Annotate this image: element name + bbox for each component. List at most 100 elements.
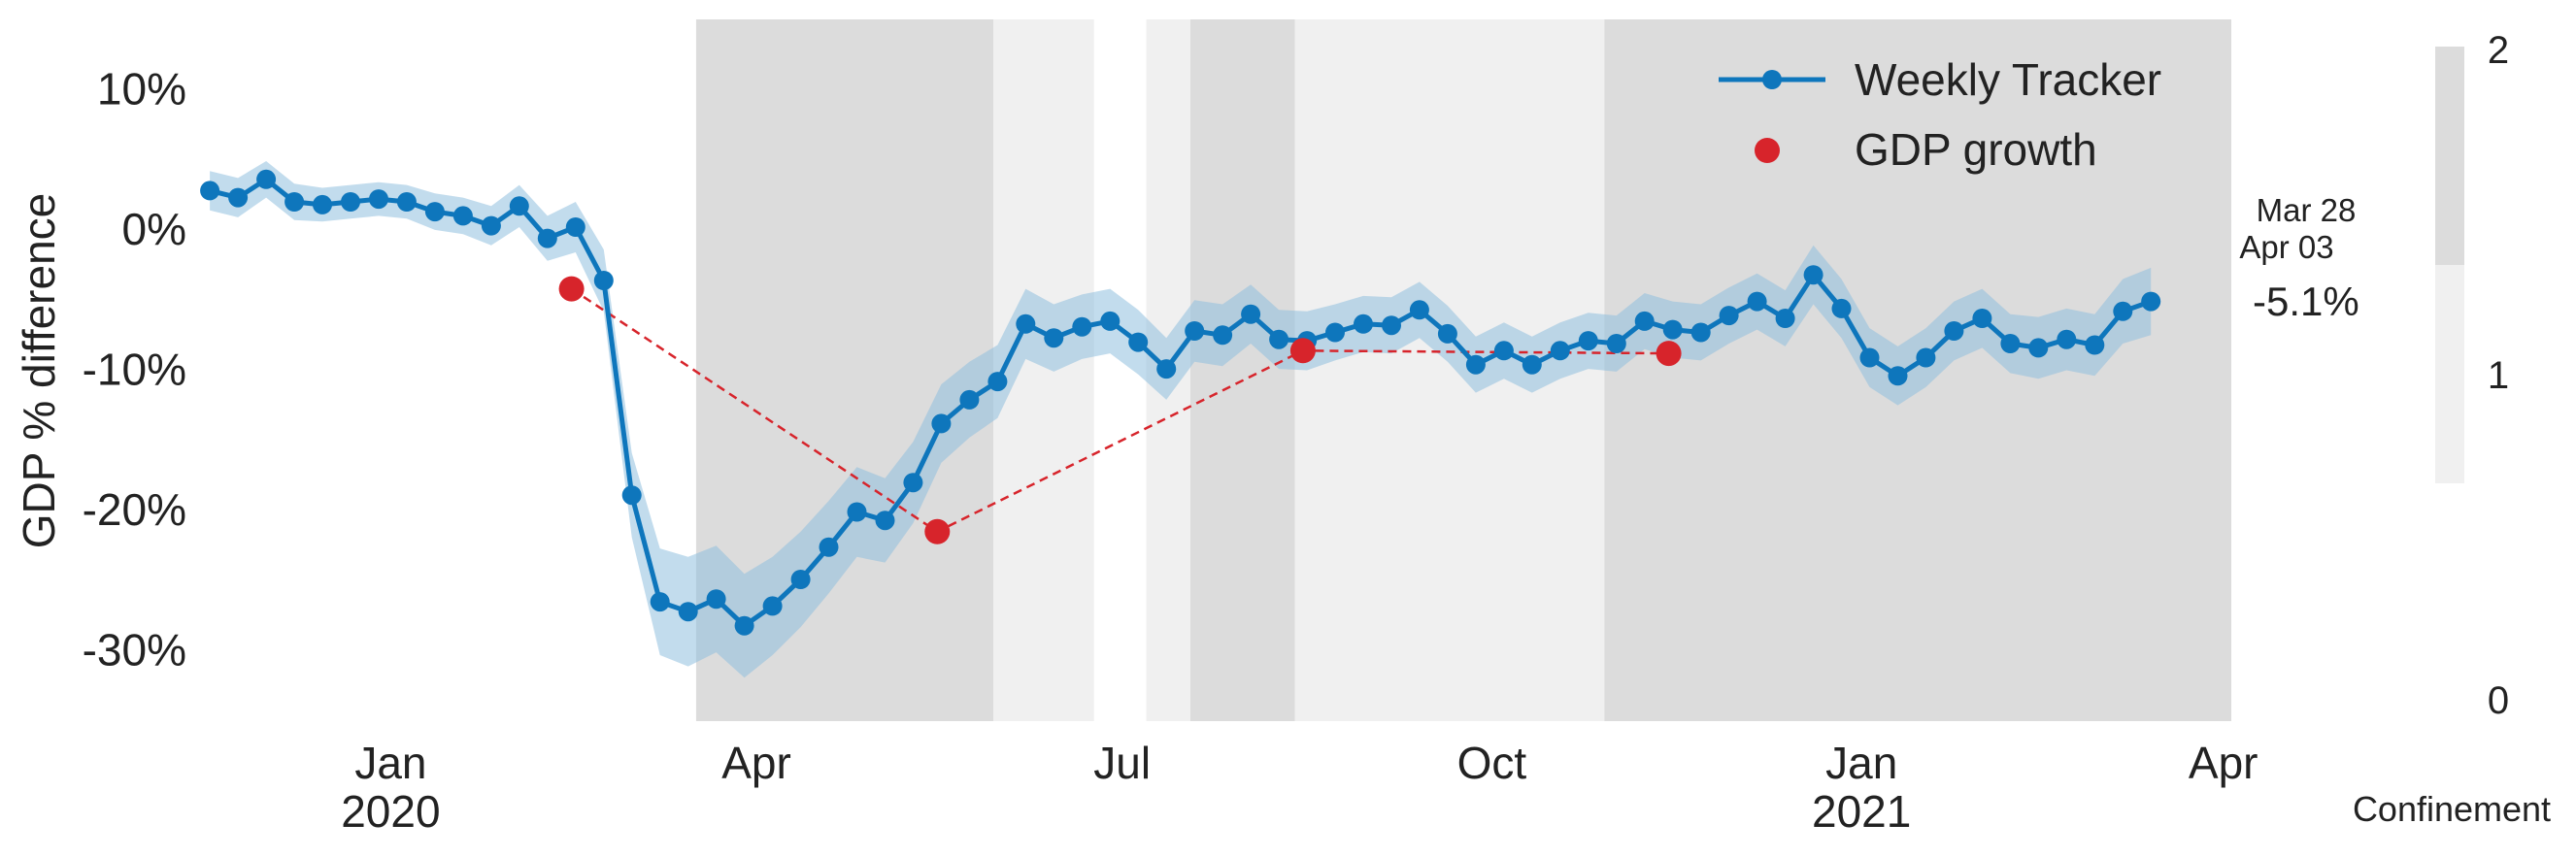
weekly-tracker-point-16 (650, 592, 670, 612)
gdp-growth-point-3 (1656, 341, 1682, 367)
weekly-tracker-point-17 (678, 602, 698, 622)
weekly-tracker-point-21 (790, 570, 811, 589)
gdp-growth-point-0 (558, 276, 585, 302)
weekly-tracker-point-40 (1325, 322, 1345, 343)
confinement-period-3 (1190, 19, 1295, 721)
gdp-growth-point-1 (924, 518, 951, 544)
weekly-tracker-point-60 (1888, 366, 1908, 386)
weekly-tracker-point-5 (341, 192, 360, 212)
legend-gdp-growth-label: GDP growth (1855, 124, 2097, 175)
weekly-tracker-point-45 (1465, 354, 1486, 375)
weekly-tracker-point-49 (1578, 331, 1598, 351)
weekly-tracker-point-59 (1859, 347, 1880, 368)
x-tick-label-5: Apr (2189, 738, 2258, 788)
weekly-tracker-point-18 (706, 589, 726, 610)
weekly-tracker-point-37 (1241, 304, 1261, 324)
legend-weekly-tracker-label: Weekly Tracker (1855, 54, 2161, 105)
weekly-tracker-point-47 (1522, 354, 1542, 375)
weekly-tracker-point-54 (1719, 306, 1739, 326)
x-tick-label-1: Apr (721, 738, 791, 788)
weekly-tracker-point-20 (762, 596, 783, 616)
weekly-tracker-point-15 (621, 485, 642, 506)
y-tick-label-3: -20% (83, 484, 186, 535)
legend-weekly-tracker-marker (1762, 70, 1782, 89)
weekly-tracker-point-52 (1662, 319, 1683, 340)
weekly-tracker-point-23 (847, 502, 867, 522)
weekly-tracker-point-30 (1044, 328, 1064, 348)
weekly-tracker-point-43 (1409, 300, 1429, 320)
confinement-scale-level2 (2435, 47, 2464, 265)
confinement-scale-label: Confinement (2353, 789, 2551, 829)
weekly-tracker-point-10 (481, 215, 501, 236)
weekly-tracker-point-2 (256, 169, 277, 189)
annotation-date-line1: Mar 28 (2257, 192, 2357, 228)
weekly-tracker-point-35 (1185, 321, 1205, 341)
weekly-tracker-point-24 (875, 511, 895, 531)
weekly-tracker-point-7 (396, 192, 417, 212)
weekly-tracker-point-53 (1690, 322, 1711, 343)
latest-annotation: Mar 28 Apr 03 -5.1% (2239, 192, 2359, 324)
weekly-tracker-point-57 (1803, 265, 1823, 285)
weekly-tracker-point-32 (1100, 311, 1121, 331)
weekly-tracker-point-44 (1437, 323, 1457, 344)
weekly-tracker-point-36 (1213, 325, 1233, 346)
y-tick-label-0: 10% (97, 63, 186, 114)
confidence-band-layer (210, 161, 2152, 678)
weekly-tracker-point-28 (987, 372, 1008, 392)
y-tick-label-1: 0% (122, 204, 186, 254)
confinement-scale: 2 1 0 Confinement (2353, 29, 2551, 829)
weekly-tracker-point-51 (1634, 311, 1655, 331)
x-tick-year-4: 2021 (1812, 786, 1911, 837)
x-tick-label-2: Jul (1093, 738, 1151, 788)
confinement-scale-tick-2: 2 (2488, 29, 2509, 72)
gdp-growth-dashed-line (570, 287, 1669, 534)
weekly-tracker-point-1 (228, 187, 249, 208)
weekly-tracker-point-4 (313, 194, 332, 214)
weekly-tracker-point-34 (1156, 359, 1177, 379)
weekly-tracker-point-67 (2085, 335, 2105, 355)
x-tick-label-4: Jan (1825, 738, 1897, 788)
annotation-date-line2: Apr 03 (2239, 229, 2333, 265)
weekly-tracker-point-6 (369, 189, 388, 210)
weekly-tracker-point-69 (2141, 291, 2161, 312)
weekly-tracker-point-65 (2028, 338, 2049, 358)
weekly-tracker-layer (200, 169, 2161, 636)
weekly-tracker-point-27 (959, 389, 980, 410)
weekly-tracker-point-56 (1775, 309, 1795, 328)
y-axis-label: GDP % difference (14, 193, 64, 549)
y-axis-ticks: 10% 0% -10% -20% -30% (83, 63, 186, 675)
gdp-growth-point-2 (1289, 338, 1316, 364)
x-tick-label-0: Jan (354, 738, 426, 788)
weekly-tracker-point-62 (1944, 321, 1964, 341)
confinement-scale-tick-0: 0 (2488, 679, 2509, 722)
confinement-scale-tick-1: 1 (2488, 354, 2509, 397)
weekly-tracker-point-25 (903, 473, 923, 493)
x-tick-label-3: Oct (1457, 738, 1527, 788)
weekly-tracker-point-33 (1128, 332, 1149, 352)
weekly-tracker-point-55 (1747, 291, 1767, 312)
weekly-tracker-point-13 (565, 217, 585, 237)
weekly-tracker-point-14 (593, 271, 614, 290)
weekly-tracker-point-64 (2000, 334, 2021, 353)
weekly-tracker-point-26 (931, 413, 952, 434)
weekly-tracker-point-68 (2113, 301, 2133, 321)
weekly-tracker-point-31 (1072, 316, 1092, 337)
weekly-tracker-point-38 (1269, 329, 1289, 349)
weekly-tracker-point-3 (284, 192, 305, 212)
legend: Weekly Tracker GDP growth (1719, 54, 2161, 175)
weekly-tracker-point-0 (200, 181, 220, 201)
weekly-tracker-point-58 (1831, 298, 1852, 318)
weekly-tracker-line (209, 177, 2153, 629)
x-tick-year-0: 2020 (341, 786, 440, 837)
weekly-tracker-point-50 (1606, 334, 1626, 353)
confinement-scale-level1 (2435, 265, 2464, 483)
y-tick-label-2: -10% (83, 345, 186, 395)
weekly-tracker-point-63 (1972, 309, 1992, 328)
weekly-tracker-point-19 (734, 615, 754, 636)
weekly-tracker-point-22 (819, 537, 839, 557)
weekly-tracker-point-48 (1550, 341, 1570, 361)
weekly-tracker-point-46 (1493, 341, 1514, 361)
weekly-tracker-point-11 (509, 196, 529, 216)
